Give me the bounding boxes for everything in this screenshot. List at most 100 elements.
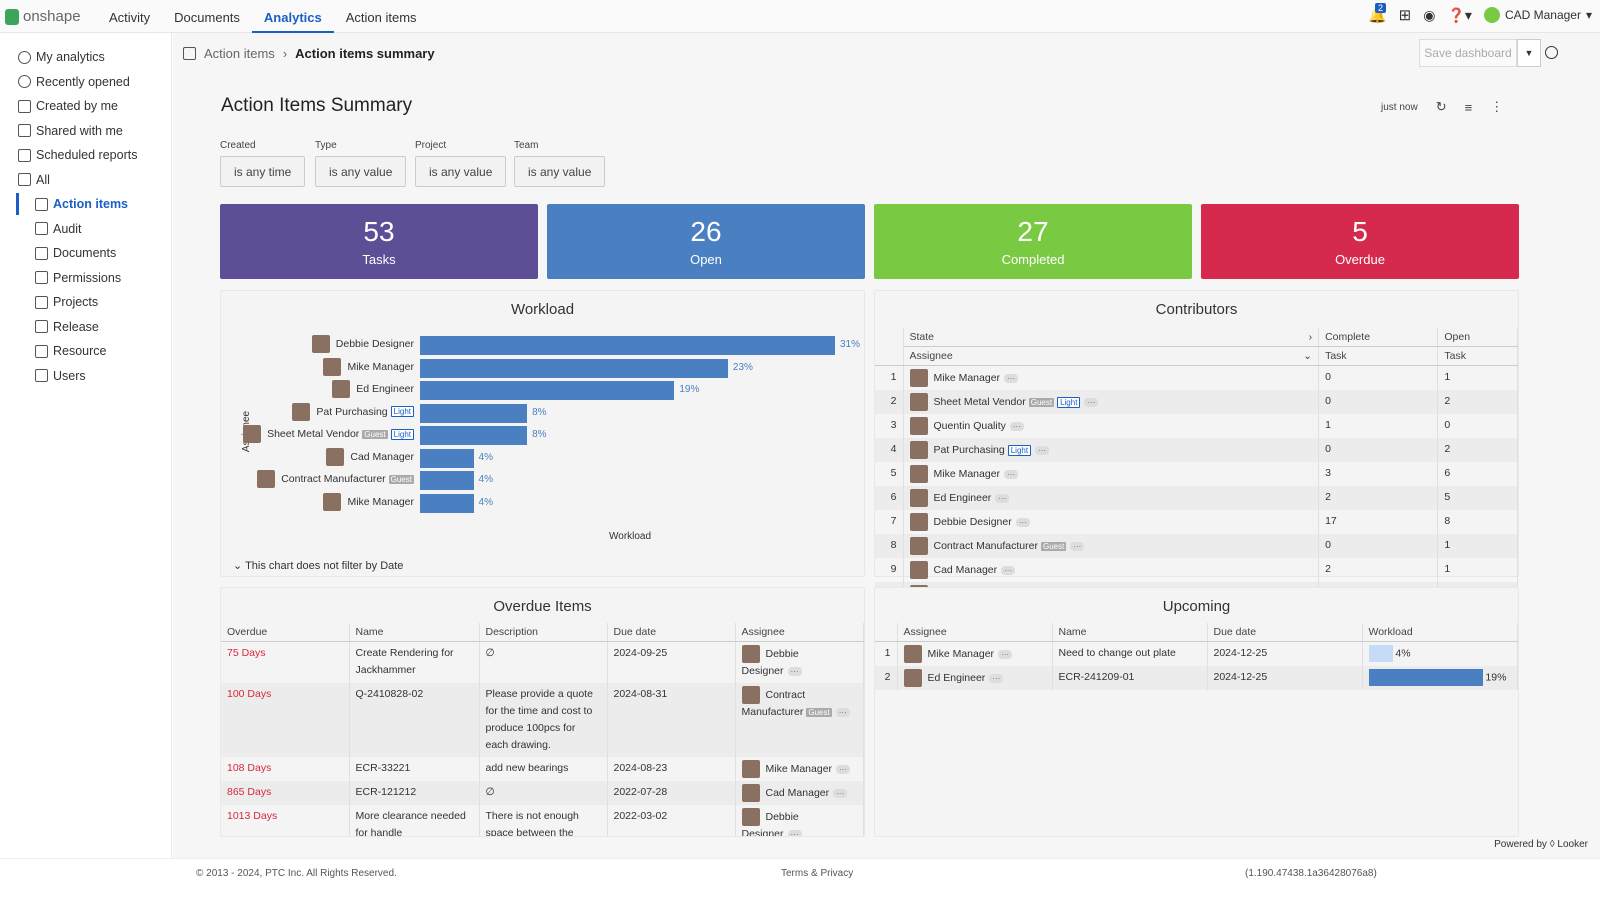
filter-value-button[interactable]: is any value [315, 156, 407, 187]
table-row[interactable]: 9 Cad Manager ··· 2 1 [875, 558, 1518, 582]
column-header[interactable]: Assignee [735, 623, 864, 642]
more-icon[interactable]: ··· [1035, 445, 1050, 455]
workload-bar[interactable] [420, 471, 474, 490]
nav-documents[interactable]: Documents [174, 10, 240, 25]
save-dropdown-button[interactable]: ▼ [1517, 39, 1541, 67]
more-icon[interactable]: ··· [1001, 565, 1016, 575]
sidebar-item-release[interactable]: Release [35, 320, 99, 334]
more-icon[interactable]: ··· [1004, 373, 1019, 383]
more-icon[interactable]: ··· [1070, 541, 1085, 551]
sidebar-item-all[interactable]: All [18, 173, 50, 187]
sidebar-item-permissions[interactable]: Permissions [35, 271, 121, 285]
table-row[interactable]: 8 Contract Manufacturer Guest ··· 0 1 [875, 534, 1518, 558]
filter-value-button[interactable]: is any time [220, 156, 306, 187]
more-icon[interactable]: ··· [787, 667, 802, 676]
column-header[interactable]: Workload [1362, 623, 1518, 642]
table-row[interactable]: 6 Ed Engineer ··· 2 5 [875, 486, 1518, 510]
sidebar-item-shared-with-me[interactable]: Shared with me [18, 124, 123, 138]
more-icon[interactable]: ··· [835, 708, 850, 717]
breadcrumb-parent[interactable]: Action items [204, 46, 275, 61]
workload-bar[interactable] [420, 336, 835, 355]
table-row[interactable]: 2 Sheet Metal Vendor Guest Light ··· 0 2 [875, 390, 1518, 414]
help-icon[interactable]: ❓▾ [1447, 6, 1472, 23]
kpi-completed[interactable]: 27 Completed [874, 204, 1192, 279]
sidebar-item-documents[interactable]: Documents [35, 246, 116, 260]
table-row[interactable]: 7 Debbie Designer ··· 17 8 [875, 510, 1518, 534]
save-dashboard-button[interactable]: Save dashboard [1419, 39, 1517, 67]
footer: © 2013 - 2024, PTC Inc. All Rights Reser… [0, 858, 1600, 900]
notifications-bell-icon[interactable]: 🔔 2 [1367, 3, 1387, 24]
table-row[interactable]: 100 Days Q-2410828-02 Please provide a quo… [221, 683, 864, 757]
more-icon[interactable]: ··· [836, 764, 851, 774]
more-icon[interactable]: ··· [998, 649, 1013, 659]
column-header[interactable]: Name [1052, 623, 1208, 642]
filter-value-button[interactable]: is any value [415, 156, 507, 187]
column-header[interactable]: Name [349, 623, 480, 642]
table-row[interactable]: 3 Quentin Quality ··· 1 0 [875, 414, 1518, 438]
top-bar: onshape Activity Documents Analytics Action… [0, 0, 1600, 33]
more-icon[interactable]: ··· [1015, 517, 1030, 527]
kpi-overdue[interactable]: 5 Overdue [1201, 204, 1519, 279]
nav-action-items[interactable]: Action items [345, 10, 417, 25]
more-icon[interactable]: ··· [1004, 469, 1019, 479]
sidebar-item-resource[interactable]: Resource [35, 344, 107, 358]
sidebar-item-created-by-me[interactable]: Created by me [18, 99, 118, 113]
filter-note[interactable]: ⌄ This chart does not filter by Date [233, 560, 404, 572]
table-row[interactable]: 108 Days ECR-33221 add new bearings 2024-08… [221, 757, 864, 781]
column-header[interactable]: Due date [1207, 623, 1363, 642]
more-icon[interactable]: ··· [1009, 421, 1024, 431]
table-row[interactable]: 5 Mike Manager ··· 3 6 [875, 462, 1518, 486]
column-header[interactable]: Description [479, 623, 608, 642]
table-row[interactable]: 1 Mike Manager ··· 0 1 [875, 365, 1518, 390]
history-icon[interactable] [1545, 46, 1558, 59]
user-menu[interactable]: CAD Manager ▾ [1483, 7, 1592, 23]
state-header[interactable]: State › [903, 328, 1320, 347]
avatar [243, 425, 262, 443]
nav-activity[interactable]: Activity [109, 10, 151, 25]
sidebar-item-action-items[interactable]: Action items [35, 197, 128, 211]
terms-link[interactable]: Terms & Privacy [781, 868, 854, 879]
table-row[interactable]: 1 Mike Manager ··· Need to change out plate… [875, 641, 1518, 666]
more-icon[interactable]: ··· [989, 673, 1004, 683]
workload-bar[interactable] [420, 358, 728, 378]
report-icon [35, 295, 48, 309]
table-row[interactable]: 865 Days ECR-121212 ∅ 2022-07-28 Cad Manager… [221, 781, 864, 805]
complete-header[interactable]: Complete [1318, 328, 1439, 347]
column-header[interactable]: Overdue [221, 623, 350, 642]
workload-assignee-label: Cad Manager [326, 447, 414, 466]
more-icon[interactable]: ··· [833, 788, 848, 798]
workload-bar[interactable] [420, 426, 528, 445]
table-row[interactable]: 75 Days Create Rendering for Jackhammer ∅ 2… [221, 641, 864, 683]
sidebar-item-my-analytics[interactable]: My analytics [18, 50, 105, 64]
workload-bar[interactable] [420, 381, 675, 400]
kpi-open[interactable]: 26 Open [547, 204, 865, 279]
more-icon[interactable]: ··· [1084, 397, 1099, 407]
column-header[interactable]: Assignee [897, 623, 1053, 642]
sidebar-item-scheduled-reports[interactable]: Scheduled reports [18, 148, 137, 162]
workload-bar[interactable] [420, 448, 474, 468]
more-menu-icon[interactable]: ⋮ [1490, 99, 1504, 114]
open-header[interactable]: Open [1437, 328, 1518, 347]
kpi-tasks[interactable]: 53 Tasks [220, 204, 538, 279]
filter-value-button[interactable]: is any value [514, 156, 606, 187]
workload-bar[interactable] [420, 403, 528, 423]
table-row[interactable]: 4 Pat Purchasing Light ··· 0 2 [875, 438, 1518, 462]
document-icon [18, 99, 31, 113]
table-row[interactable]: 1013 Days More clearance needed for handl… [221, 805, 864, 836]
column-header[interactable]: Due date [607, 623, 736, 642]
sidebar-item-recently-opened[interactable]: Recently opened [18, 75, 130, 89]
filter-icon[interactable]: ≡ [1464, 99, 1473, 115]
learning-center-icon[interactable]: ◉ [1423, 6, 1436, 23]
assignee-header[interactable]: Assignee ⌄ [903, 346, 1320, 366]
more-icon[interactable]: ··· [995, 493, 1010, 503]
sidebar-item-users[interactable]: Users [35, 369, 86, 383]
app-store-icon[interactable]: ⊞ [1398, 7, 1412, 24]
sidebar-item-audit[interactable]: Audit [35, 222, 82, 236]
workload-bar[interactable] [420, 493, 474, 513]
nav-analytics[interactable]: Analytics [251, 0, 334, 33]
table-row[interactable]: 2 Ed Engineer ··· ECR-241209-01 2024-12-25 1… [875, 666, 1518, 690]
more-icon[interactable]: ··· [787, 830, 802, 836]
onshape-logo[interactable]: onshape [5, 8, 81, 25]
sidebar-item-projects[interactable]: Projects [35, 295, 98, 309]
refresh-icon[interactable]: ↻ [1435, 99, 1447, 114]
